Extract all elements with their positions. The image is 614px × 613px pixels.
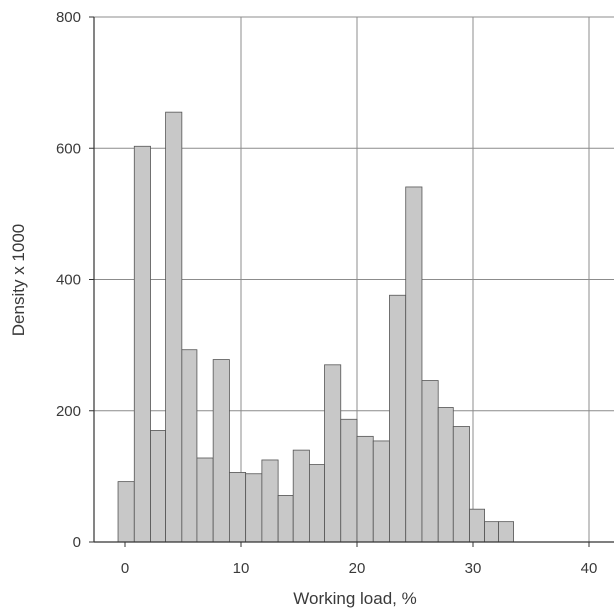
y-tick-label: 0 (73, 534, 81, 551)
histogram-bar (437, 407, 454, 543)
histogram-bar (469, 508, 485, 543)
x-tick-label: 0 (121, 560, 129, 577)
histogram-bar (165, 111, 183, 543)
histogram-bar (292, 449, 310, 543)
histogram-bar (261, 459, 279, 543)
axes (89, 16, 614, 547)
y-axis-label: Density x 1000 (9, 224, 28, 336)
histogram-bar (498, 521, 514, 543)
histogram-bar (181, 349, 198, 543)
histogram-bar (356, 435, 374, 543)
y-tick-label: 800 (56, 9, 81, 26)
y-tick-label: 600 (56, 140, 81, 157)
histogram-bar (421, 380, 439, 543)
x-axis-label: Working load, % (293, 589, 416, 608)
x-tick-label: 20 (349, 560, 366, 577)
histogram-bar (405, 186, 423, 543)
histogram-bar (309, 464, 325, 543)
x-tick-label: 10 (233, 560, 250, 577)
histogram-bar (340, 418, 358, 543)
x-tick-label: 30 (465, 560, 482, 577)
histogram-bar (133, 145, 151, 543)
histogram-bar (324, 364, 342, 543)
histogram-bar (372, 440, 390, 543)
histogram-bar (196, 457, 214, 543)
histogram-bar (245, 473, 263, 543)
histogram-bar (452, 426, 470, 543)
histogram-bar (150, 430, 167, 543)
histogram-bar (277, 495, 294, 543)
x-tick-label: 40 (581, 560, 598, 577)
histogram-bar (228, 472, 247, 543)
histogram-bar (484, 521, 499, 543)
histogram-bar (389, 294, 407, 543)
tick-labels: 0 200 400 600 800 0 10 20 30 40 (56, 9, 597, 577)
y-tick-label: 200 (56, 403, 81, 420)
y-tick-label: 400 (56, 272, 81, 289)
histogram-bar (117, 481, 135, 543)
histogram-bar (212, 359, 230, 543)
histogram-bars (117, 111, 514, 543)
